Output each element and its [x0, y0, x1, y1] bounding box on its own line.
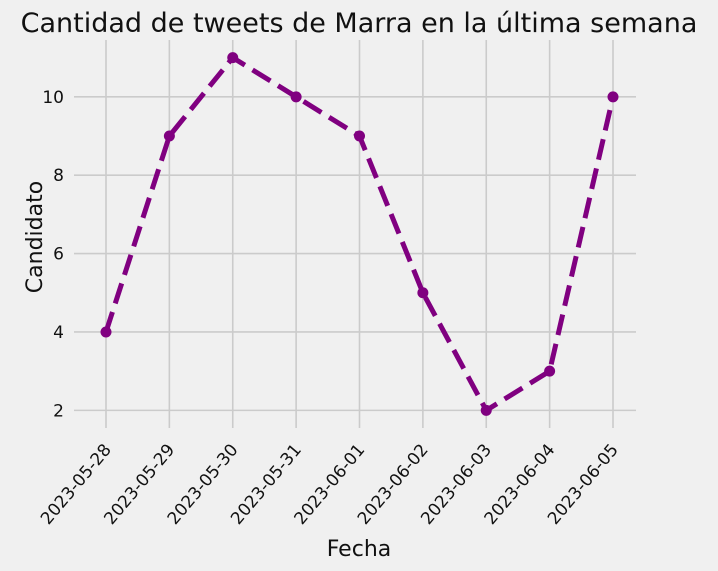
data-point: [480, 404, 492, 416]
grid-lines: [74, 40, 636, 428]
y-tick-label: 2: [53, 401, 64, 421]
series-tweets: [100, 52, 619, 416]
x-axis-label: Fecha: [327, 537, 392, 562]
y-tick-label: 4: [53, 323, 64, 343]
data-point: [100, 326, 112, 338]
data-point: [417, 287, 429, 299]
y-axis-ticks: 2 4 6 8 10: [42, 88, 64, 422]
y-tick-label: 8: [53, 166, 64, 186]
y-tick-label: 10: [42, 88, 64, 108]
chart-title: Cantidad de tweets de Marra en la última…: [21, 8, 698, 39]
data-point: [227, 52, 239, 64]
data-point: [544, 365, 556, 377]
data-point: [290, 91, 302, 103]
data-point: [354, 130, 365, 142]
data-point: [607, 91, 619, 103]
y-axis-label: Candidato: [23, 181, 48, 293]
y-tick-label: 6: [53, 245, 64, 265]
data-point: [163, 130, 175, 142]
